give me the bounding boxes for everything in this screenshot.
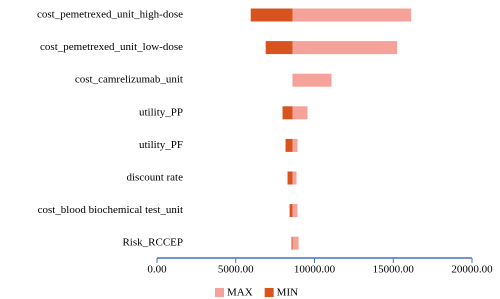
category-label: cost_camrelizumab_unit xyxy=(75,74,183,86)
legend-swatch xyxy=(264,288,274,297)
x-tick-label: 20000.00 xyxy=(451,264,493,276)
category-label: cost_blood biochemical test_unit xyxy=(38,204,183,216)
category-label: utility_PP xyxy=(139,106,183,118)
category-label: cost_pemetrexed_unit_low-dose xyxy=(40,41,183,53)
bar xyxy=(292,204,298,218)
bar xyxy=(287,171,293,185)
category-label: cost_pemetrexed_unit_high-dose xyxy=(37,9,183,21)
x-tick-label: 5000.00 xyxy=(218,264,254,276)
bar xyxy=(292,8,412,22)
legend-label: MAX xyxy=(227,287,253,299)
legend-label: MIN xyxy=(277,287,298,299)
bar xyxy=(292,106,308,120)
bar xyxy=(250,8,293,22)
legend-swatch xyxy=(215,288,224,297)
bar xyxy=(292,41,398,55)
category-label: utility_PF xyxy=(139,139,183,151)
x-tick-label: 10000.00 xyxy=(294,264,336,276)
bar xyxy=(285,138,293,152)
bar xyxy=(292,138,298,152)
bar xyxy=(289,204,293,218)
bar xyxy=(292,236,299,250)
category-label: Risk_RCCEP xyxy=(122,237,183,249)
x-tick-label: 15000.00 xyxy=(373,264,415,276)
category-label: discount rate xyxy=(126,172,183,184)
x-tick-label: 0.00 xyxy=(147,264,167,276)
bar xyxy=(265,41,293,55)
bar xyxy=(282,106,293,120)
bar xyxy=(292,73,332,87)
bar xyxy=(291,236,293,250)
bar xyxy=(292,171,297,185)
